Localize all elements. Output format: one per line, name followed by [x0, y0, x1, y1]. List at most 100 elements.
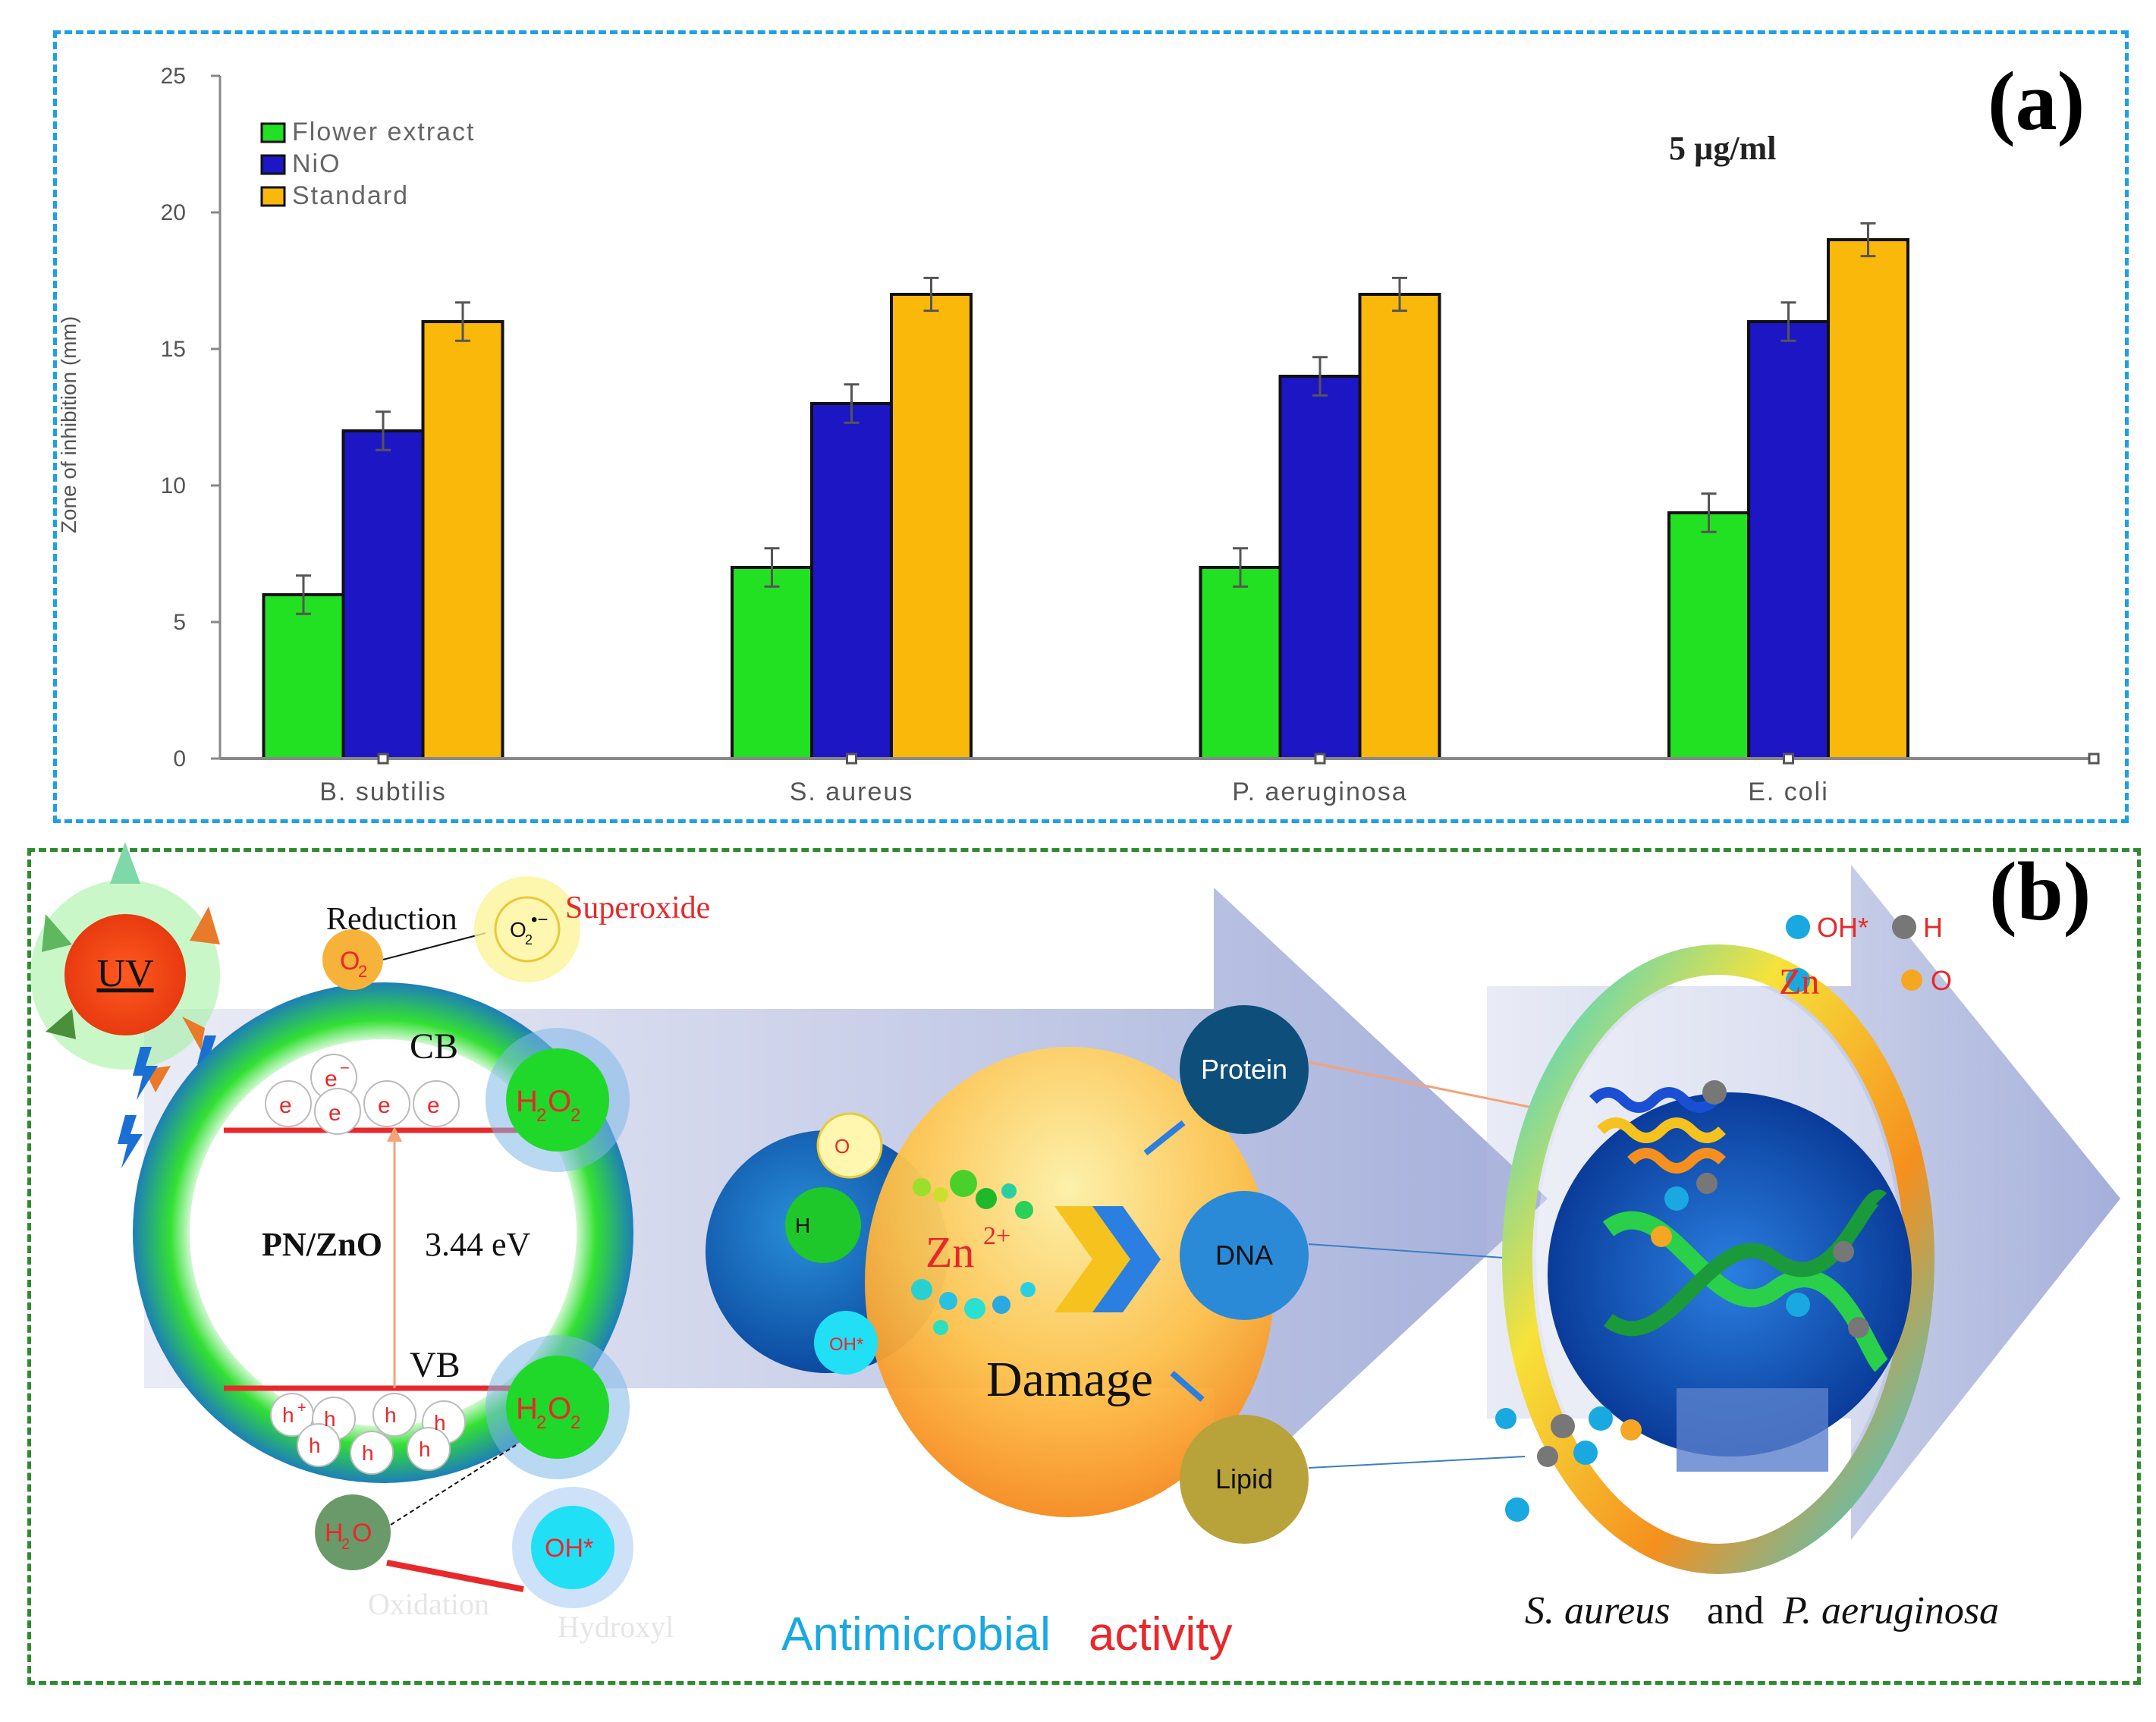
h2o2-sub2: 2 — [570, 1412, 580, 1433]
h2o-h: H — [325, 1519, 344, 1548]
h2o2-sub1: 2 — [536, 1105, 546, 1126]
hydroxyl-label: Hydroxyl — [558, 1610, 674, 1644]
dna-label: DNA — [1215, 1240, 1273, 1271]
zn-sup: 2+ — [983, 1222, 1010, 1250]
legend-label: NiO — [292, 149, 341, 178]
panel-b-frame — [27, 848, 2141, 1685]
reduction-arrow — [382, 932, 486, 960]
oxidation-label: Oxidation — [368, 1587, 489, 1621]
y-tick-label: 25 — [161, 64, 186, 89]
lipid-link — [1308, 1456, 1526, 1469]
oh-small-label: OH* — [829, 1334, 863, 1355]
caption-antimicrobial: Antimicrobial — [781, 1608, 1051, 1661]
superoxide-small — [816, 1112, 883, 1179]
superoxide-sup: •− — [531, 910, 548, 930]
superoxide-label: Superoxide — [565, 891, 710, 925]
legend-swatch — [260, 186, 286, 207]
cb-label: CB — [410, 1026, 458, 1067]
bar — [1358, 293, 1441, 760]
h2o2-small-label: H — [795, 1214, 810, 1237]
electron-label: e — [427, 1093, 440, 1118]
oxidation-arrow-2 — [386, 1560, 524, 1592]
y-axis-label: Zone of inhibition (mm) — [57, 316, 80, 533]
x-tick-label: P. aeruginosa — [1232, 778, 1407, 806]
concentration-label: 5 µg/ml — [1669, 130, 1776, 167]
h2o-sub: 2 — [341, 1536, 350, 1553]
legend: Flower extract NiO Standard — [260, 118, 474, 210]
zn-legend-dot — [1786, 968, 1810, 992]
x-tick — [1314, 753, 1326, 765]
x-tick — [1783, 753, 1794, 765]
bar — [1827, 238, 1909, 760]
legend-label: Standard — [292, 181, 409, 210]
oh-small — [814, 1311, 878, 1375]
lipid-label: Lipid — [1215, 1463, 1273, 1494]
protein-label: Protein — [1201, 1054, 1287, 1085]
x-tick — [377, 753, 389, 765]
h2o2-o: O — [548, 1392, 571, 1425]
y-tick-label: 15 — [161, 337, 186, 362]
x-tick-label: S. aureus — [790, 778, 914, 806]
electrons — [265, 1054, 460, 1135]
bar — [1747, 320, 1830, 760]
o2-legend-dot — [1901, 969, 1922, 991]
zn-legend-label: Zn — [1779, 962, 1819, 1002]
electron-label: e — [325, 1067, 338, 1092]
h2o2-legend-dot — [1892, 915, 1916, 939]
h2o-molecule — [315, 1494, 391, 1570]
bacterial-cell — [1495, 944, 1934, 1574]
y-tick-label: 20 — [161, 200, 186, 225]
band-gap-label: 3.44 eV — [425, 1226, 531, 1263]
electron-label: e — [378, 1093, 391, 1118]
o2-legend-label: O — [1931, 965, 1952, 996]
dna-sphere — [1180, 1191, 1309, 1320]
hydroxyl-molecule — [531, 1506, 614, 1589]
h2o2-small — [785, 1187, 861, 1263]
superoxide-small-label: O — [834, 1135, 850, 1158]
h2o2-h: H — [516, 1085, 538, 1118]
legend-swatch — [260, 154, 286, 175]
bar — [890, 293, 973, 760]
sun-icon: UV — [30, 842, 220, 1092]
hole-label: h — [385, 1403, 397, 1427]
oxidation-arrow-1 — [390, 1444, 517, 1526]
hole-charge: + — [297, 1400, 306, 1416]
chevron-icon — [1092, 1206, 1161, 1312]
holes — [270, 1393, 466, 1475]
x-axis: B. subtilis S. aureus P. aeruginosa E. coli — [220, 753, 2100, 806]
caption-activity: activity — [1089, 1608, 1232, 1661]
superoxide-molecule — [494, 896, 561, 963]
oh-legend-label: OH* — [1817, 912, 1868, 943]
bacteria-2-label: P. aeruginosa — [1782, 1589, 1999, 1632]
bar-chart: 0 5 10 15 20 25 B. subtilis S. aureus P. aerugi… — [57, 64, 2100, 806]
zn-label: Zn — [926, 1227, 974, 1277]
superoxide-o-label: O — [510, 918, 526, 941]
panel-b-label: (b) — [1989, 845, 2092, 938]
bar — [1278, 375, 1362, 760]
h2o-o: O — [352, 1519, 372, 1548]
o2-subscript: 2 — [358, 962, 367, 981]
h2o2-molecule — [506, 1356, 609, 1459]
oh-label: OH* — [545, 1534, 593, 1563]
panel-a-label: (a) — [1988, 55, 2085, 147]
hole-label: h — [434, 1411, 446, 1434]
damage-label: Damage — [986, 1352, 1153, 1407]
superoxide-sub: 2 — [525, 932, 533, 947]
hole-label: h — [282, 1403, 294, 1427]
zn-ion-particles — [911, 1170, 1036, 1335]
h2o2-legend-label: H — [1923, 912, 1943, 943]
h2o2-o: O — [548, 1085, 571, 1118]
y-axis: 0 5 10 15 20 25 — [161, 64, 222, 771]
h2o2-sub2: 2 — [570, 1105, 580, 1126]
electron-label: e — [328, 1101, 341, 1126]
uv-label: UV — [96, 952, 153, 995]
h2o2-sub1: 2 — [536, 1412, 546, 1433]
y-tick-label: 10 — [161, 473, 186, 498]
h2o2-molecule — [506, 1048, 609, 1152]
hole-label: h — [419, 1438, 431, 1461]
protein-sphere — [1180, 1005, 1309, 1134]
lipid-arrow-icon — [1170, 1370, 1205, 1403]
h2o2-h: H — [516, 1392, 538, 1425]
vb-label: VB — [410, 1345, 460, 1385]
